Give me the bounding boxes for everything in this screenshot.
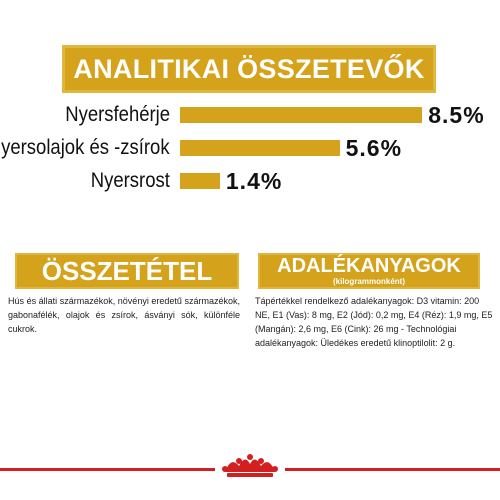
chart-row: Nyersrost 1.4% xyxy=(0,166,500,196)
chart-category-label: Nyersolajok és -zsírok xyxy=(0,136,170,159)
chart-bar xyxy=(180,173,220,189)
chart-row: Nyersolajok és -zsírok 5.6% xyxy=(0,133,500,163)
section-title-additives: ADALÉKANYAGOK xyxy=(277,255,461,277)
additives-text: Tápértékkel rendelkező adalékanyagok: D3… xyxy=(255,296,493,348)
chart-value-label: 8.5% xyxy=(428,102,485,128)
chart-value-label: 5.6% xyxy=(345,135,403,161)
section-banner-additives: ADALÉKANYAGOK (kilogrammonként) xyxy=(258,253,480,289)
section-subtitle-additives: (kilogrammonként) xyxy=(332,277,405,286)
chart-category-label: Nyersfehérje xyxy=(65,103,170,126)
section-title-composition: ÖSSZETÉTEL xyxy=(41,256,213,286)
chart-bar xyxy=(180,140,340,156)
chart-category-label: Nyersrost xyxy=(90,169,170,192)
section-banner-analytical: ANALITIKAI ÖSSZETEVŐK xyxy=(62,45,436,93)
chart-value-label: 1.4% xyxy=(225,168,283,194)
chart-row: Nyersfehérje 8.5% xyxy=(0,100,500,130)
chart-bar xyxy=(180,107,423,123)
section-banner-composition: ÖSSZETÉTEL xyxy=(15,253,239,289)
composition-text: Hús és állati származékok, növényi erede… xyxy=(8,296,240,334)
section-title-analytical: ANALITIKAI ÖSSZETEVŐK xyxy=(73,53,425,84)
royal-canin-crown-logo xyxy=(215,448,285,484)
